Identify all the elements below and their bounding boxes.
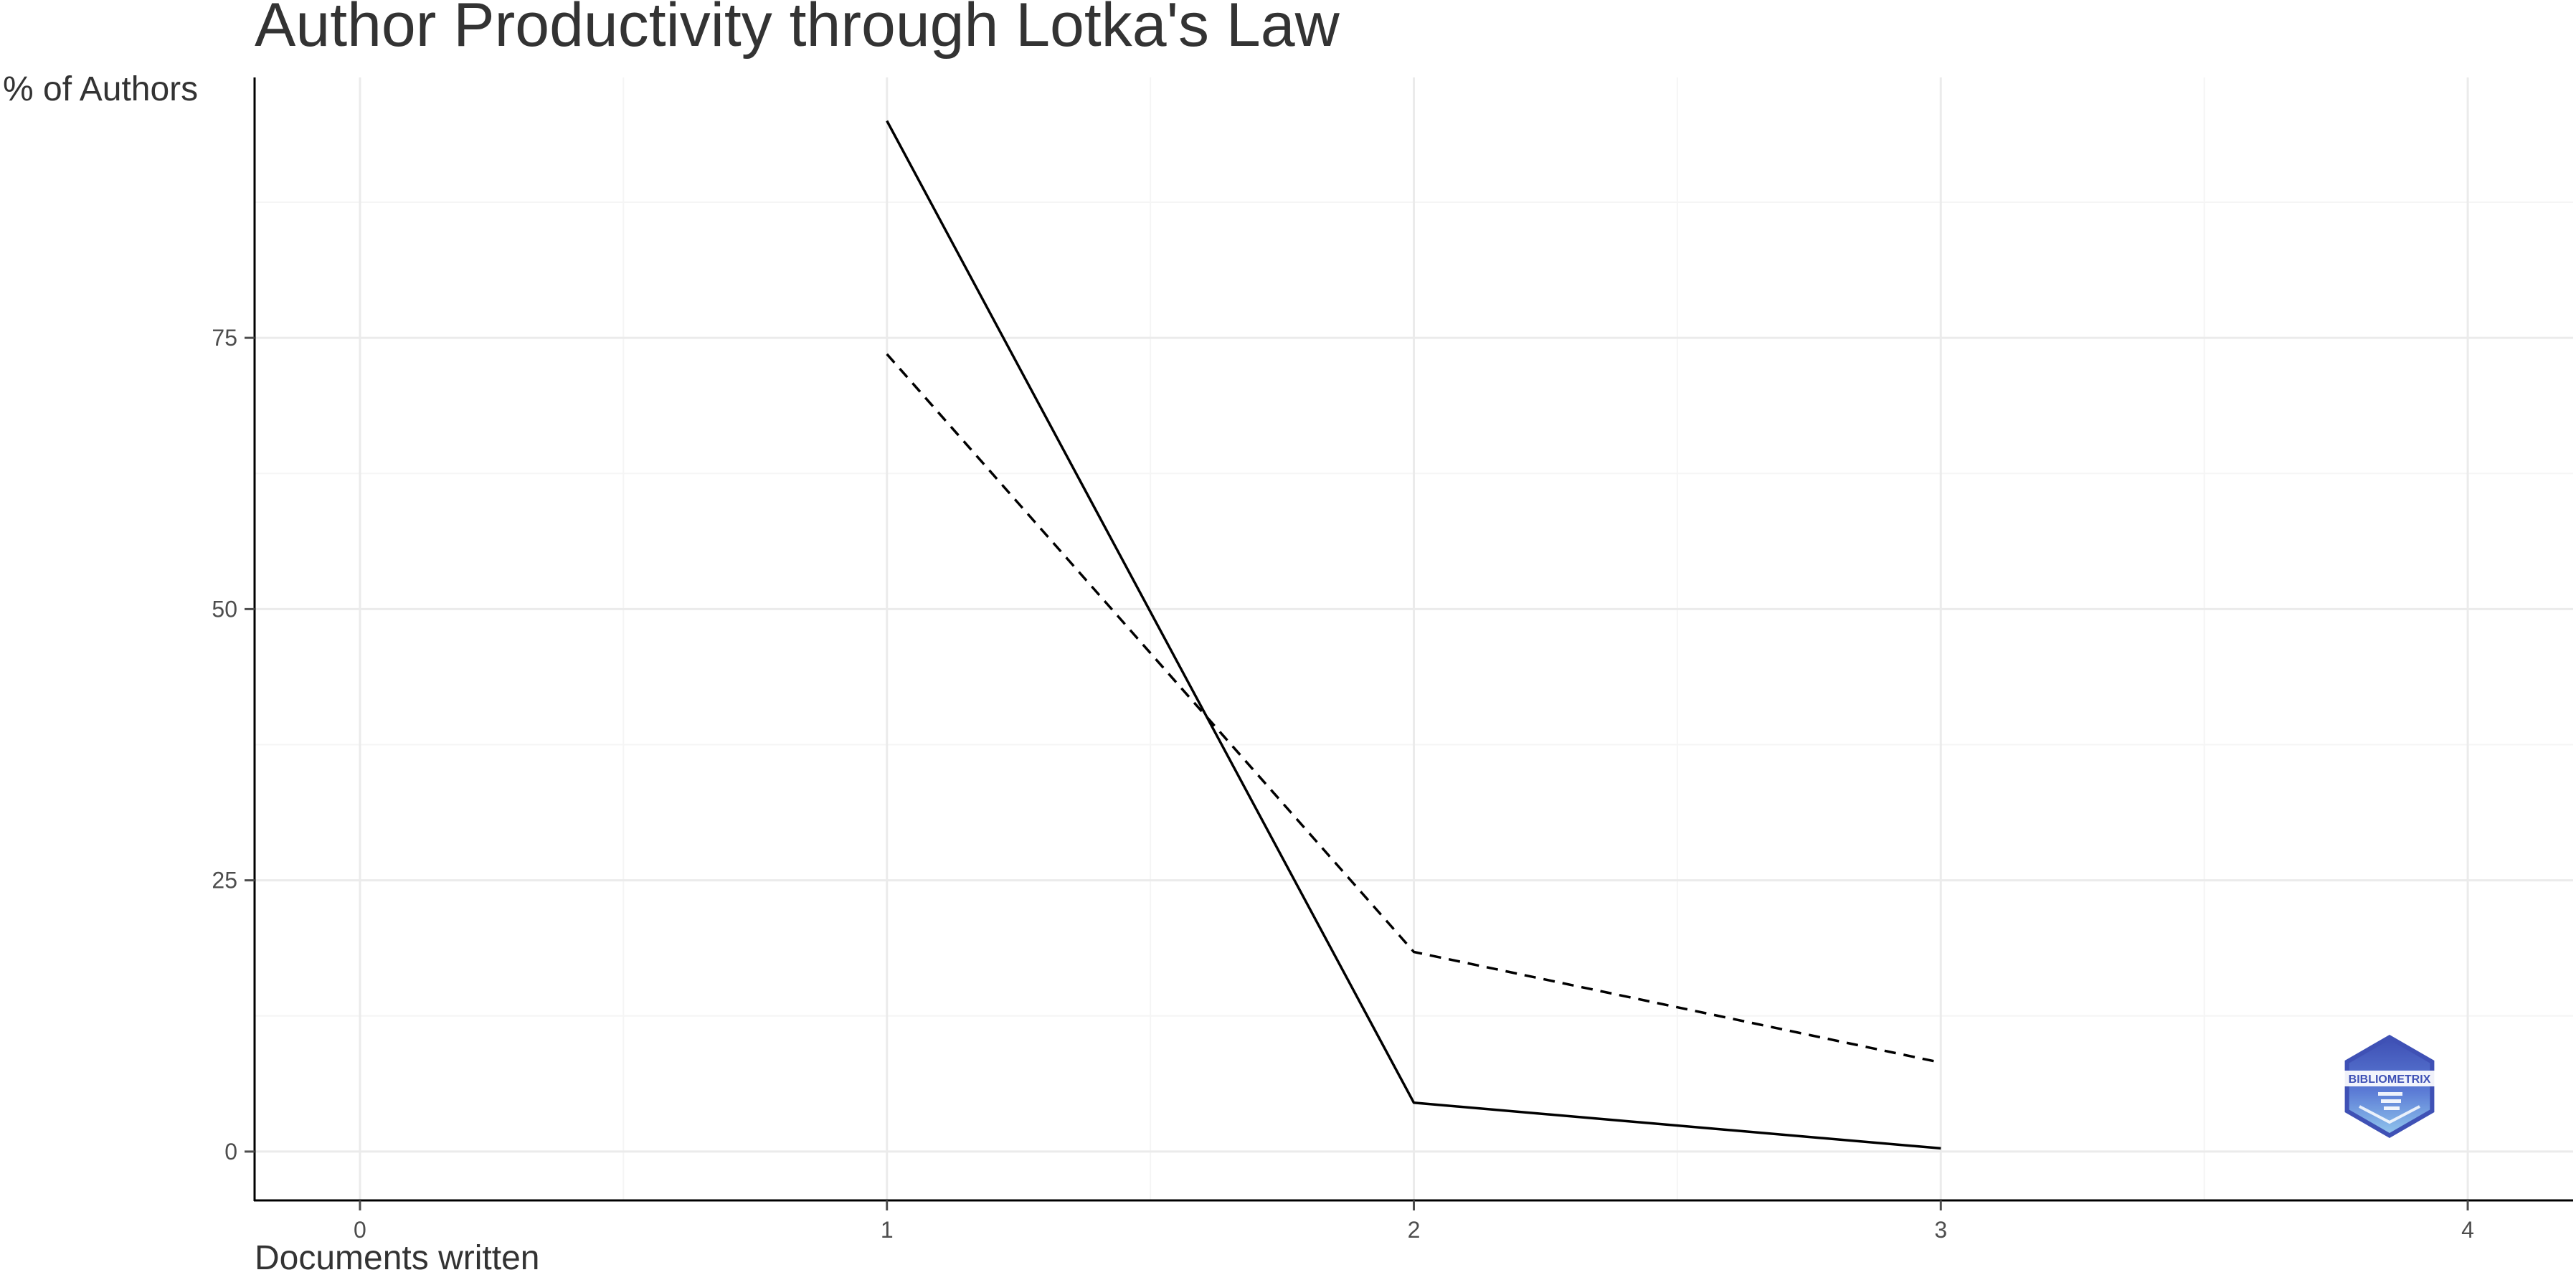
bibliometrix-logo: BIBLIOMETRIX bbox=[2342, 1035, 2437, 1138]
logo-stripe bbox=[2384, 1106, 2400, 1110]
x-tick-label: 3 bbox=[1934, 1217, 1947, 1243]
y-axis-label: % of Authors bbox=[3, 70, 198, 108]
series-layer bbox=[886, 120, 1941, 1150]
axis-layer: 0 1 2 3 4 0 25 50 75 bbox=[212, 77, 2573, 1243]
x-tick-label: 2 bbox=[1408, 1217, 1421, 1243]
dashed-series-line bbox=[886, 353, 1941, 1064]
x-tick-label: 0 bbox=[354, 1217, 366, 1243]
logo-banner bbox=[2342, 1071, 2437, 1086]
x-tick-label: 4 bbox=[2461, 1217, 2474, 1243]
y-tick-label: 25 bbox=[212, 868, 237, 893]
logo-stripe bbox=[2378, 1092, 2402, 1096]
grid-layer bbox=[255, 77, 2573, 1200]
logo-text: BIBLIOMETRIX bbox=[2349, 1073, 2431, 1086]
logo-stripe bbox=[2381, 1099, 2401, 1103]
chart-title: Author Productivity through Lotka's Law bbox=[255, 0, 1340, 60]
logo-chevron bbox=[2359, 1105, 2420, 1124]
y-tick-label: 50 bbox=[212, 596, 237, 622]
y-tick-label: 0 bbox=[224, 1139, 237, 1165]
y-tick-label: 75 bbox=[212, 325, 237, 351]
label-layer: Author Productivity through Lotka's Law … bbox=[3, 0, 1340, 1277]
x-axis-label: Documents written bbox=[255, 1239, 539, 1276]
solid-series-line bbox=[886, 120, 1941, 1150]
x-tick-label: 1 bbox=[881, 1217, 894, 1243]
